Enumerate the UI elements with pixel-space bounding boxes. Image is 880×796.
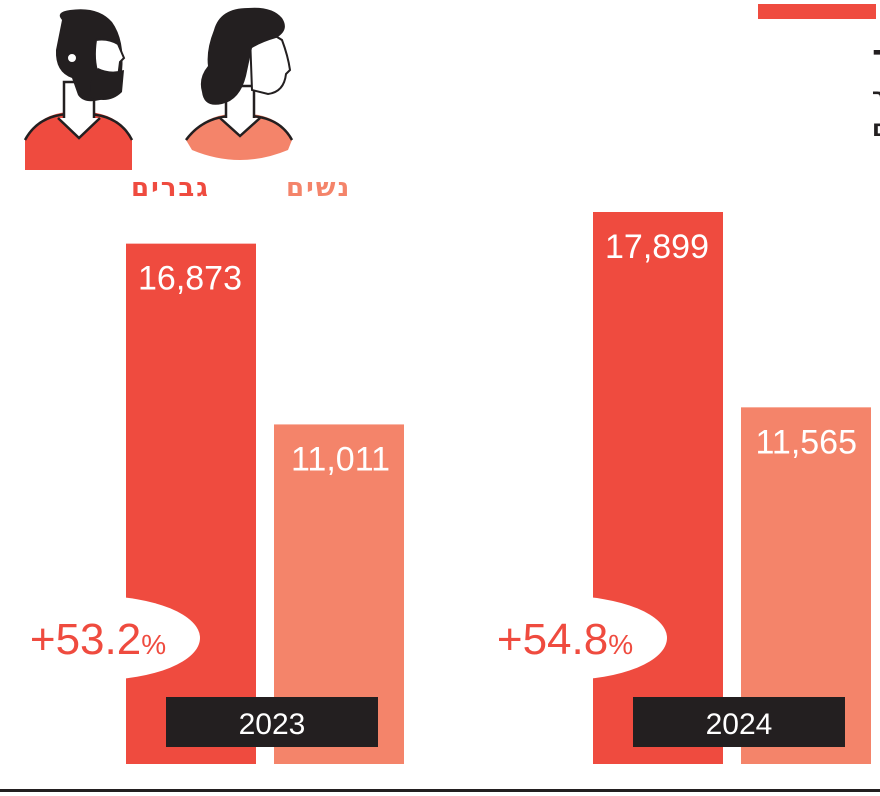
gap-badge-2023 [0, 596, 200, 680]
chart-subtitle-line1: נתוני ביטוח לאומי לשכר ממוצע לשכיר [872, 84, 880, 110]
value-label-men-2023: 16,873 [138, 260, 242, 298]
man-icon [23, 9, 134, 170]
value-label-women-2024: 11,565 [756, 423, 857, 461]
bar-men-2023 [126, 243, 256, 764]
chart-subtitle-line2: לפי מגדר, בשקלים [872, 116, 880, 142]
legend-women-label: נשים [286, 173, 351, 203]
accent-bar [758, 4, 876, 19]
bar-men-2024 [593, 212, 723, 764]
value-label-women-2023: 11,011 [291, 440, 390, 478]
year-label-2023: 2023 [239, 708, 306, 741]
year-box-2024 [633, 697, 845, 747]
baseline-rule [0, 789, 880, 792]
value-label-men-2024: 17,899 [605, 228, 709, 266]
gap-label-2024: +54.8% [497, 615, 633, 664]
year-label-2024: 2024 [706, 708, 773, 741]
legend-men-label: גברים [131, 173, 210, 203]
gap-badge-2024 [463, 596, 667, 680]
year-box-2023 [166, 697, 378, 747]
chart-title: אין חדש תחת שמש המגדר [872, 36, 880, 82]
gap-label-2023: +53.2% [30, 615, 166, 664]
woman-icon [184, 7, 294, 160]
